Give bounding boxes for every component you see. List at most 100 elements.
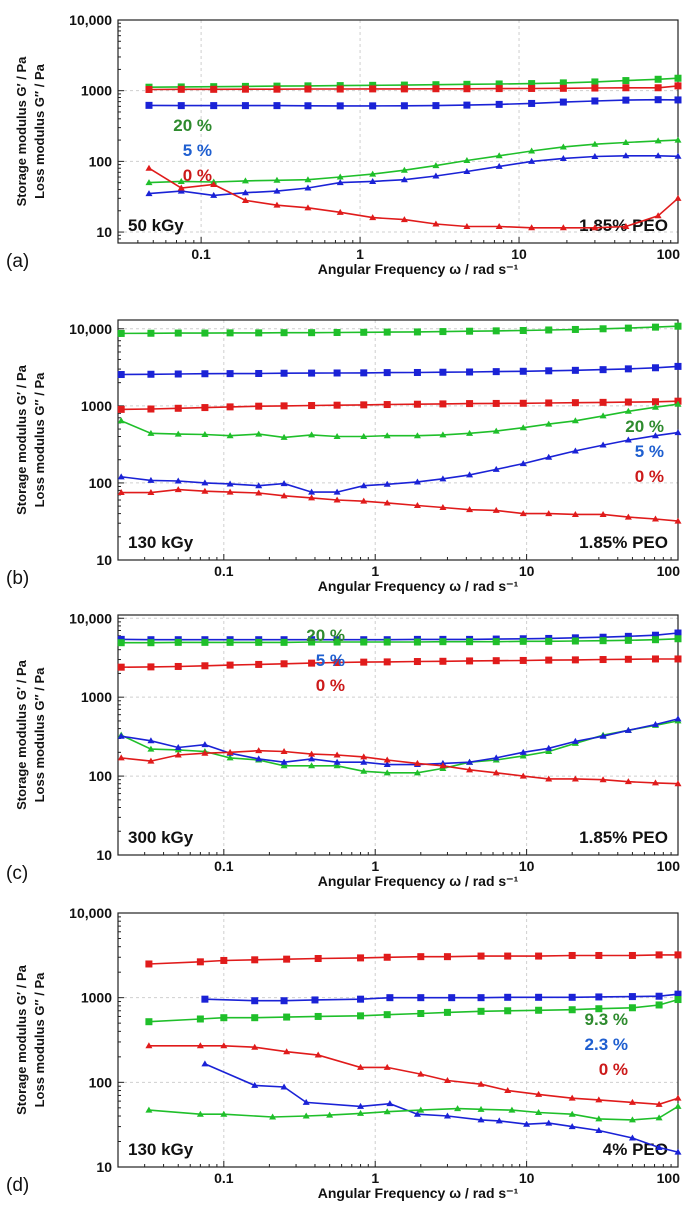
data-point-triangle (333, 762, 341, 769)
y-tick-label: 1000 (81, 398, 112, 414)
data-point-square (304, 102, 312, 110)
data-point-triangle (326, 1111, 334, 1118)
data-point-triangle (528, 157, 536, 164)
data-point-square (117, 329, 125, 337)
y-axis-label-loss: Loss modulus G″ / Pa (32, 63, 47, 199)
data-point-triangle (280, 492, 288, 499)
y-tick-label: 10,000 (69, 321, 112, 337)
data-point-triangle (308, 755, 316, 762)
data-point-triangle (383, 432, 391, 439)
panel-0: 0.1 1 10 100 10 100 1000 10,000 Angular Frequenc… (6, 12, 682, 277)
data-point-triangle (280, 762, 288, 769)
data-point-square (624, 365, 632, 373)
data-point-square (571, 399, 579, 407)
data-point-square (280, 638, 288, 646)
data-point-triangle (304, 204, 312, 211)
data-point-triangle (308, 431, 316, 438)
y-axis-label-storage: Storage modulus G′ / Pa (14, 364, 29, 515)
data-point-square (571, 325, 579, 333)
data-point-triangle (504, 1087, 512, 1094)
data-point-square (383, 658, 391, 666)
legend-entry-red: 0 % (599, 1060, 628, 1079)
data-point-triangle (674, 194, 682, 201)
series-line (121, 488, 679, 522)
data-point-triangle (226, 748, 234, 755)
y-tick-label: 100 (89, 475, 113, 491)
y-axis-label-storage: Storage modulus G′ / Pa (14, 964, 29, 1115)
data-point-triangle (333, 758, 341, 765)
data-point-square (201, 995, 209, 1003)
data-point-square (466, 368, 474, 376)
x-axis-label: Angular Frequency ω / rad s⁻¹ (318, 261, 519, 277)
data-point-square (174, 638, 182, 646)
data-point-square (255, 638, 263, 646)
x-tick-label: 100 (657, 858, 681, 874)
data-point-square (226, 403, 234, 411)
data-point-square (571, 366, 579, 374)
data-point-triangle (545, 775, 553, 782)
data-point-square (413, 400, 421, 408)
data-point-square (360, 658, 368, 666)
data-point-square (568, 993, 576, 1001)
data-point-square (241, 102, 249, 110)
data-point-square (333, 328, 341, 336)
data-point-triangle (360, 767, 368, 774)
series-green-square (145, 996, 682, 1026)
data-point-square (439, 657, 447, 665)
data-point-triangle (571, 447, 579, 454)
data-point-triangle (651, 515, 659, 522)
data-point-square (241, 85, 249, 93)
series-blue-triangle (117, 429, 682, 495)
data-point-triangle (302, 1112, 310, 1119)
data-point-triangle (654, 137, 662, 144)
y-tick-label: 1000 (81, 689, 112, 705)
data-point-triangle (201, 487, 209, 494)
data-point-square (624, 636, 632, 644)
data-point-square (383, 953, 391, 961)
data-point-square (280, 329, 288, 337)
data-point-square (280, 402, 288, 410)
data-point-triangle (304, 184, 312, 191)
data-point-square (400, 85, 408, 93)
data-point-square (336, 102, 344, 110)
data-point-square (528, 99, 536, 107)
data-point-square (545, 399, 553, 407)
data-point-square (674, 82, 682, 90)
data-point-square (545, 656, 553, 664)
data-point-triangle (655, 1100, 663, 1107)
data-point-triangle (413, 478, 421, 485)
data-point-square (360, 328, 368, 336)
data-point-triangle (477, 1080, 485, 1087)
data-point-triangle (439, 431, 447, 438)
data-point-triangle (443, 1112, 451, 1119)
data-point-triangle (439, 475, 447, 482)
legend-entry-blue: 5 % (316, 651, 345, 670)
data-point-triangle (255, 430, 263, 437)
data-point-square (226, 370, 234, 378)
data-point-triangle (386, 1100, 394, 1107)
data-point-triangle (117, 489, 125, 496)
data-point-triangle (400, 216, 408, 223)
data-point-triangle (226, 488, 234, 495)
data-point-triangle (336, 173, 344, 180)
data-point-triangle (201, 749, 209, 756)
series-line (121, 325, 679, 335)
data-point-triangle (117, 417, 125, 424)
data-point-square (651, 655, 659, 663)
plot-frame (117, 19, 679, 244)
data-point-square (628, 993, 636, 1001)
data-point-square (519, 367, 527, 375)
data-point-square (251, 956, 259, 964)
data-point-square (492, 368, 500, 376)
data-point-triangle (495, 222, 503, 229)
data-point-square (147, 663, 155, 671)
data-point-square (624, 324, 632, 332)
data-point-square (463, 85, 471, 93)
legend-entry-green: 20 % (625, 417, 664, 436)
data-point-triangle (226, 480, 234, 487)
legend-entry-red: 0 % (183, 166, 212, 185)
panel-label: (d) (6, 1175, 29, 1196)
dose-annotation: 50 kGy (128, 216, 184, 235)
series-green-square (117, 322, 682, 337)
data-point-square (308, 659, 316, 667)
